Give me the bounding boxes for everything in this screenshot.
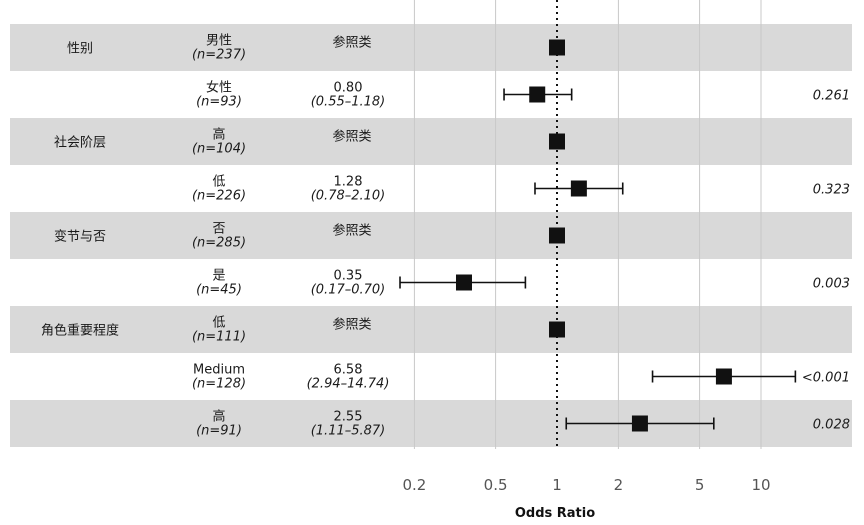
level-label: 低: [212, 175, 225, 190]
plot-marks: [399, 39, 797, 432]
p-value-label: <0.001: [802, 371, 850, 386]
x-tick-label: 5: [695, 476, 705, 494]
point-estimate-marker: [549, 133, 565, 150]
level-label: 女性: [206, 80, 232, 96]
sample-size-label: (n=93): [196, 95, 242, 110]
confidence-interval-label: (0.55–1.18): [311, 95, 386, 110]
reference-label: 参照类: [332, 129, 371, 145]
point-estimate-marker: [549, 227, 565, 244]
point-estimate-marker: [631, 415, 648, 432]
variable-label: 角色重要程度: [41, 323, 119, 339]
row-band: [10, 24, 852, 71]
sample-size-label: (n=128): [192, 377, 246, 392]
level-label: 低: [212, 316, 225, 331]
row-backgrounds: [10, 24, 852, 447]
p-value-label: 0.261: [813, 89, 850, 104]
odds-ratio-label: 2.55: [334, 410, 363, 425]
point-estimate-marker: [529, 86, 546, 103]
row-band: [10, 306, 852, 353]
sample-size-label: (n=285): [192, 236, 246, 251]
variable-label: 社会阶层: [54, 135, 106, 151]
x-tick-label: 0.2: [402, 476, 426, 494]
sample-size-label: (n=91): [196, 424, 242, 439]
sample-size-label: (n=45): [196, 283, 242, 298]
p-value-label: 0.028: [813, 418, 850, 433]
reference-label: 参照类: [332, 35, 371, 51]
point-estimate-marker: [549, 39, 565, 56]
sample-size-label: (n=111): [192, 330, 246, 345]
confidence-interval-label: (1.11–5.87): [311, 424, 386, 439]
variable-label: 性别: [67, 42, 93, 57]
odds-ratio-label: 1.28: [334, 175, 363, 190]
gridlines: [413, 0, 762, 449]
level-label: 否: [212, 222, 225, 237]
point-estimate-marker: [455, 274, 472, 291]
x-axis: Odds Ratio 0.2 0.5 1 2 5 10: [402, 476, 770, 521]
x-tick-label: 0.5: [484, 476, 508, 494]
odds-ratio-label: 0.35: [334, 269, 363, 284]
point-estimate-marker: [549, 321, 565, 338]
level-label: 高: [212, 127, 225, 143]
variable-label: 变节与否: [54, 229, 106, 245]
level-label: Medium: [193, 363, 245, 378]
row-band: [10, 118, 852, 165]
p-value-label: 0.003: [813, 277, 850, 292]
odds-ratio-label: 6.58: [334, 363, 363, 378]
reference-label: 参照类: [332, 223, 371, 239]
level-label: 是: [212, 269, 225, 284]
row-band: [10, 400, 852, 447]
x-axis-title: Odds Ratio: [515, 506, 595, 521]
level-label: 男性: [206, 34, 232, 49]
odds-ratio-label: 0.80: [334, 81, 363, 96]
level-label: 高: [212, 409, 225, 425]
x-tick-label: 1: [552, 476, 562, 494]
point-estimate-marker: [715, 368, 732, 385]
sample-size-label: (n=104): [192, 142, 246, 157]
confidence-interval-label: (0.78–2.10): [311, 189, 386, 204]
p-value-label: 0.323: [813, 183, 850, 198]
reference-label: 参照类: [332, 317, 371, 333]
confidence-interval-label: (0.17–0.70): [311, 283, 386, 298]
confidence-interval-label: (2.94–14.74): [307, 377, 390, 392]
x-tick-label: 10: [751, 476, 770, 494]
point-estimate-marker: [570, 180, 587, 197]
sample-size-label: (n=226): [192, 189, 246, 204]
x-tick-label: 2: [614, 476, 624, 494]
sample-size-label: (n=237): [192, 48, 246, 63]
row-band: [10, 212, 852, 259]
